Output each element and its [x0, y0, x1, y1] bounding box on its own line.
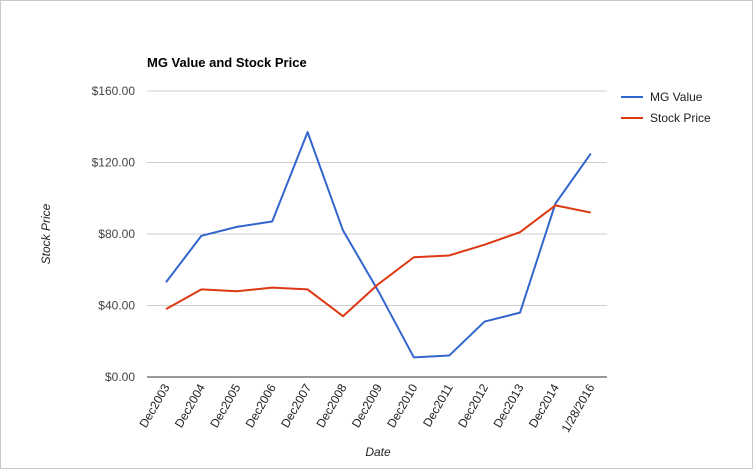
series-line [165, 131, 592, 359]
x-tick-labels: Dec2003 Dec2004 Dec2005 Dec2006 Dec2007 Dec20… [136, 381, 597, 435]
legend-label: MG Value [650, 90, 703, 104]
x-tick-label: Dec2008 [313, 381, 349, 430]
x-tick-label: Dec2006 [243, 381, 279, 430]
gridlines [147, 90, 607, 378]
x-tick-label: Dec2010 [384, 381, 420, 430]
x-axis-label: Date [365, 445, 391, 459]
chart-title: MG Value and Stock Price [147, 55, 307, 70]
x-tick-label: Dec2012 [455, 381, 491, 430]
y-tick-label: $160.00 [92, 84, 136, 98]
series-lines [165, 131, 592, 359]
y-tick-label: $0.00 [105, 370, 135, 384]
x-tick-label: Dec2014 [526, 381, 562, 430]
x-tick-label: 1/28/2016 [559, 381, 598, 435]
x-tick-label: Dec2009 [349, 381, 385, 430]
x-tick-label: Dec2005 [207, 381, 243, 430]
x-tick-label: Dec2003 [136, 381, 172, 430]
x-tick-label: Dec2004 [172, 381, 208, 430]
y-axis-label: Stock Price [39, 203, 53, 264]
x-tick-label: Dec2011 [420, 381, 456, 429]
x-tick-label: Dec2013 [490, 381, 526, 430]
x-tick-label: Dec2007 [278, 381, 314, 430]
y-tick-label: $120.00 [92, 156, 136, 170]
y-tick-label: $40.00 [98, 299, 135, 313]
legend: MG Value Stock Price [621, 90, 711, 125]
y-tick-labels: $0.00 $40.00 $80.00 $120.00 $160.00 [92, 84, 136, 384]
y-tick-label: $80.00 [98, 227, 135, 241]
legend-label: Stock Price [650, 111, 711, 125]
series-line [165, 204, 591, 318]
